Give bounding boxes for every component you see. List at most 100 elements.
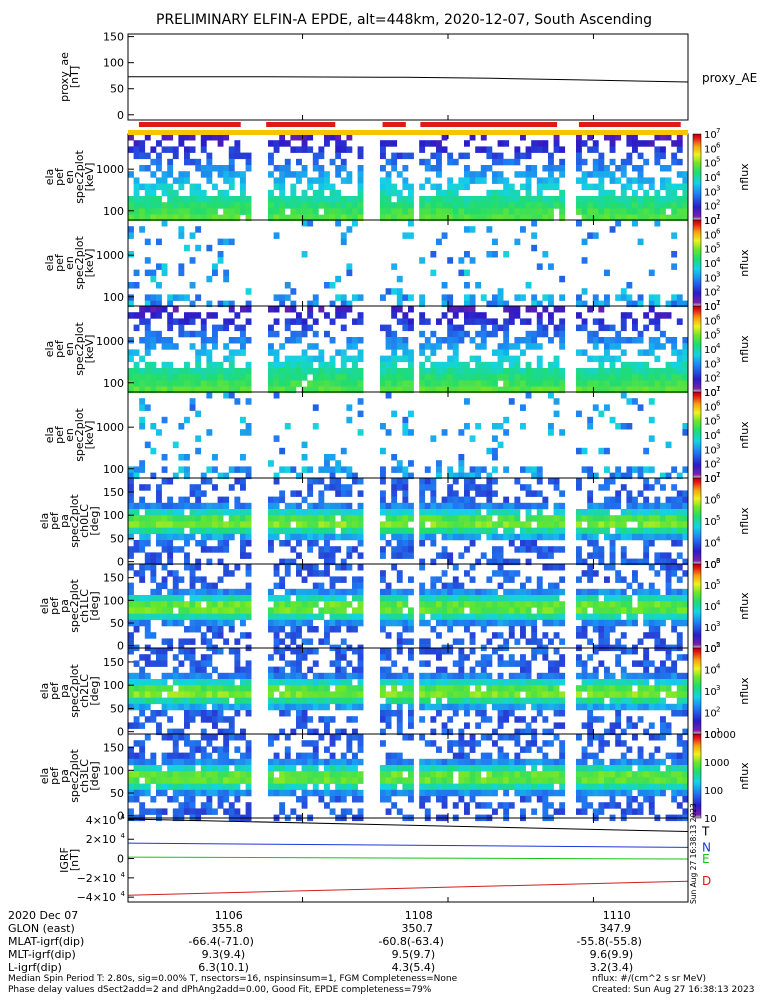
heatmap-cell (156, 613, 162, 621)
y-tick-label: 100 (103, 205, 124, 218)
heatmap-cell (559, 521, 566, 528)
heatmap-cell (514, 355, 521, 363)
heatmap-cell (508, 576, 515, 583)
heatmap-cell (200, 777, 207, 784)
heatmap-cell (273, 165, 280, 172)
heatmap-cell (430, 380, 437, 387)
heatmap-cell (385, 648, 392, 655)
heatmap-cell (648, 697, 655, 705)
heatmap-cell (380, 703, 386, 711)
heatmap-cell (352, 728, 358, 736)
heatmap-cell (279, 710, 286, 717)
heatmap-cell (156, 722, 162, 729)
heatmap-cell (436, 685, 442, 692)
heatmap-cell (284, 765, 291, 772)
colorbar-tick-label: 10 (704, 474, 717, 485)
heatmap-cell (587, 697, 594, 705)
heatmap-cell (436, 466, 442, 473)
heatmap-cell (189, 502, 196, 510)
heatmap-cell (335, 196, 342, 203)
heatmap-cell (352, 648, 358, 655)
heatmap-cell (447, 466, 454, 473)
heatmap-cell (576, 595, 582, 602)
heatmap-cell (290, 771, 297, 778)
heatmap-cell (385, 521, 392, 528)
heatmap-cell (464, 202, 470, 209)
heatmap-cell (217, 626, 224, 633)
heatmap-cell (604, 685, 610, 692)
heatmap-cell (161, 808, 168, 815)
heatmap-cell (396, 710, 403, 717)
heatmap-cell (284, 521, 291, 528)
heatmap-cell (419, 521, 426, 528)
heatmap-cell (542, 654, 549, 661)
heatmap-cell (206, 214, 213, 222)
heatmap-cell (385, 666, 392, 674)
heatmap-cell (576, 546, 582, 553)
heatmap-cell (620, 595, 627, 602)
heatmap-cell (615, 490, 622, 497)
heatmap-cell (312, 318, 319, 325)
heatmap-cell (346, 386, 353, 394)
heatmap-cell (581, 374, 588, 381)
heatmap-cell (419, 349, 426, 356)
heatmap-cell (609, 588, 616, 596)
heatmap-cell (648, 416, 655, 424)
heatmap-cell (452, 183, 459, 191)
y-axis-label-line: spec2plot (68, 494, 81, 548)
heatmap-cell (133, 601, 140, 608)
heatmap-cell (402, 374, 409, 381)
heatmap-cell (206, 672, 213, 680)
heatmap-cell (284, 294, 291, 301)
heatmap-cell (452, 208, 459, 215)
heatmap-cell (240, 666, 246, 674)
heatmap-cell (497, 441, 504, 449)
heatmap-cell (335, 666, 342, 674)
heatmap-cell (553, 140, 560, 147)
heatmap-cell (184, 496, 190, 504)
heatmap-cell (475, 697, 482, 705)
heatmap-cell (503, 355, 510, 363)
heatmap-cell (587, 638, 594, 645)
heatmap-cell (587, 380, 594, 387)
heatmap-cell (296, 570, 302, 577)
heatmap-cell (480, 703, 487, 711)
heatmap-cell (592, 171, 599, 178)
heatmap-cell (604, 404, 610, 411)
heatmap-cell (184, 214, 190, 222)
heatmap-cell (279, 140, 286, 147)
heatmap-cell (346, 263, 353, 270)
heatmap-cell (581, 257, 588, 264)
heatmap-cell (492, 374, 498, 381)
heatmap-cell (133, 509, 140, 516)
heatmap-cell (497, 300, 504, 308)
heatmap-cell (419, 558, 426, 566)
heatmap-cell (676, 380, 683, 387)
heatmap-cell (553, 546, 560, 553)
heatmap-cell (156, 685, 162, 692)
heatmap-cell (497, 509, 504, 516)
heatmap-cell (576, 140, 582, 147)
heatmap-cell (307, 306, 314, 313)
heatmap-cell (228, 758, 235, 766)
heatmap-cell (296, 777, 302, 784)
heatmap-cell (396, 214, 403, 222)
heatmap-cell (335, 171, 342, 178)
heatmap-cell (206, 588, 213, 596)
heatmap-cell (492, 619, 498, 627)
heatmap-cell (296, 502, 302, 510)
heatmap-cell (284, 746, 291, 753)
heatmap-cell (217, 796, 224, 803)
heatmap-cell (548, 666, 554, 674)
heatmap-cell (217, 189, 224, 197)
heatmap-cell (464, 152, 470, 160)
heatmap-cell (245, 318, 252, 325)
heatmap-cell (419, 527, 426, 535)
heatmap-cell (273, 361, 280, 369)
heatmap-cell (195, 202, 202, 209)
heatmap-cell (346, 601, 353, 608)
heatmap-cell (329, 558, 336, 566)
heatmap-cell (335, 595, 342, 602)
heatmap-cell (284, 158, 291, 166)
heatmap-cell (329, 368, 336, 375)
